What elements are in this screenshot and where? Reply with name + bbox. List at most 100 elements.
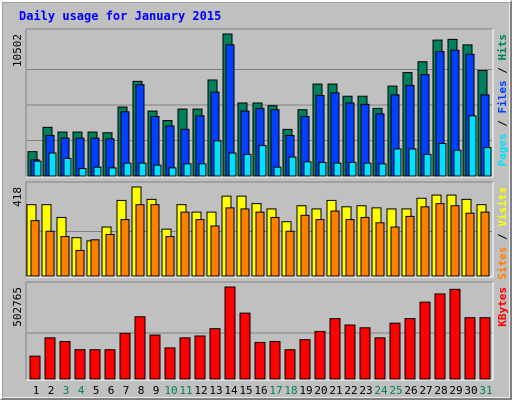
bar-kbytes-day-8	[134, 316, 146, 380]
bar-sites-day-21	[330, 210, 340, 277]
x-tick-label: 11	[179, 384, 192, 397]
x-tick-label: 3	[63, 384, 70, 397]
bar-pages-day-21	[333, 162, 342, 177]
x-tick-label: 27	[419, 384, 432, 397]
bar-kbytes-day-26	[404, 318, 416, 380]
chart-title: Daily usage for January 2015	[19, 9, 222, 23]
bar-pages-day-28	[438, 143, 447, 177]
bar-files-day-17	[270, 109, 280, 177]
bar-pages-day-26	[408, 148, 417, 177]
middle-legend-item-1: /	[496, 227, 509, 247]
bar-sites-day-13	[210, 225, 220, 277]
bar-kbytes-day-6	[104, 349, 116, 380]
top-y-max-label: 10502	[11, 34, 24, 67]
bar-sites-day-31	[480, 211, 490, 277]
top-legend-item-3: /	[496, 61, 509, 81]
bar-kbytes-day-21	[329, 318, 341, 380]
bar-kbytes-day-30	[464, 317, 476, 380]
bar-pages-day-1	[33, 160, 42, 177]
bar-pages-day-6	[108, 167, 117, 177]
bar-sites-day-29	[450, 205, 460, 277]
bar-pages-day-29	[453, 149, 462, 177]
x-tick-label: 30	[464, 384, 477, 397]
bar-kbytes-day-4	[74, 349, 86, 380]
x-tick-label: 4	[78, 384, 85, 397]
bar-pages-day-31	[483, 147, 492, 177]
bar-sites-day-18	[285, 230, 295, 277]
bar-kbytes-day-16	[254, 341, 266, 380]
bar-sites-day-28	[435, 203, 445, 277]
x-tick-label: 16	[254, 384, 267, 397]
x-tick-label: 21	[329, 384, 342, 397]
x-tick-label: 12	[194, 384, 207, 397]
x-tick-label: 19	[299, 384, 312, 397]
x-tick-label: 26	[404, 384, 417, 397]
bar-kbytes-day-22	[344, 324, 356, 380]
x-tick-label: 29	[449, 384, 462, 397]
bottom-legend-item-0: KBytes	[496, 287, 509, 327]
bar-pages-day-30	[468, 115, 477, 177]
bottom-y-max-label: 502765	[11, 287, 24, 327]
bar-sites-day-4	[75, 249, 85, 277]
bar-pages-day-2	[48, 152, 57, 177]
x-tick-label: 18	[284, 384, 297, 397]
middle-legend: Sites / Visits	[496, 187, 509, 280]
bar-sites-day-3	[60, 236, 70, 277]
x-tick-label: 23	[359, 384, 372, 397]
bar-kbytes-day-2	[44, 337, 56, 380]
x-tick-label: 15	[239, 384, 252, 397]
bar-kbytes-day-11	[179, 337, 191, 380]
bar-pages-day-17	[273, 166, 282, 177]
bar-pages-day-8	[138, 162, 147, 177]
bar-pages-day-20	[318, 161, 327, 177]
x-tick-label: 1	[33, 384, 40, 397]
bar-kbytes-day-29	[449, 288, 461, 380]
bar-pages-day-11	[183, 163, 192, 177]
x-tick-label: 8	[138, 384, 145, 397]
x-tick-label: 2	[48, 384, 55, 397]
x-tick-label: 25	[389, 384, 402, 397]
bar-sites-day-10	[165, 236, 175, 277]
x-tick-label: 14	[224, 384, 238, 397]
x-tick-label: 7	[123, 384, 130, 397]
bar-pages-day-9	[153, 164, 162, 177]
x-tick-label: 9	[153, 384, 160, 397]
top-legend-item-4: Hits	[496, 34, 509, 61]
x-tick-label: 17	[269, 384, 282, 397]
x-tick-label: 28	[434, 384, 447, 397]
bar-sites-day-30	[465, 212, 475, 277]
bar-kbytes-day-24	[374, 337, 386, 380]
bar-pages-day-5	[93, 166, 102, 177]
bar-sites-day-6	[105, 233, 115, 277]
top-legend-item-2: Files	[496, 80, 509, 113]
bottom-legend: KBytes	[496, 287, 509, 327]
middle-legend-item-0: Sites	[496, 247, 509, 280]
bar-pages-day-22	[348, 161, 357, 177]
bar-sites-day-20	[315, 219, 325, 277]
bar-sites-day-12	[195, 219, 205, 277]
bar-kbytes-day-15	[239, 312, 251, 380]
bar-pages-day-19	[303, 161, 312, 177]
bar-sites-day-19	[300, 214, 310, 277]
bar-pages-day-27	[423, 153, 432, 177]
bar-pages-day-3	[63, 157, 72, 177]
bar-kbytes-day-23	[359, 327, 371, 380]
bar-files-day-8	[135, 84, 145, 177]
bar-kbytes-day-17	[269, 340, 281, 380]
x-tick-label: 22	[344, 384, 357, 397]
bar-kbytes-day-31	[479, 317, 491, 380]
bar-sites-day-15	[240, 208, 250, 277]
bar-kbytes-day-12	[194, 335, 206, 380]
bar-sites-day-2	[45, 230, 55, 277]
bar-pages-day-24	[378, 163, 387, 177]
bar-sites-day-17	[270, 216, 280, 277]
bar-pages-day-4	[78, 168, 87, 177]
top-legend-item-0: Pages	[496, 133, 509, 166]
bar-kbytes-day-18	[284, 349, 296, 380]
bar-kbytes-day-7	[119, 332, 131, 380]
bar-pages-day-25	[393, 148, 402, 177]
bar-pages-day-10	[168, 167, 177, 177]
bar-sites-day-1	[30, 220, 40, 277]
bar-kbytes-day-19	[299, 339, 311, 380]
